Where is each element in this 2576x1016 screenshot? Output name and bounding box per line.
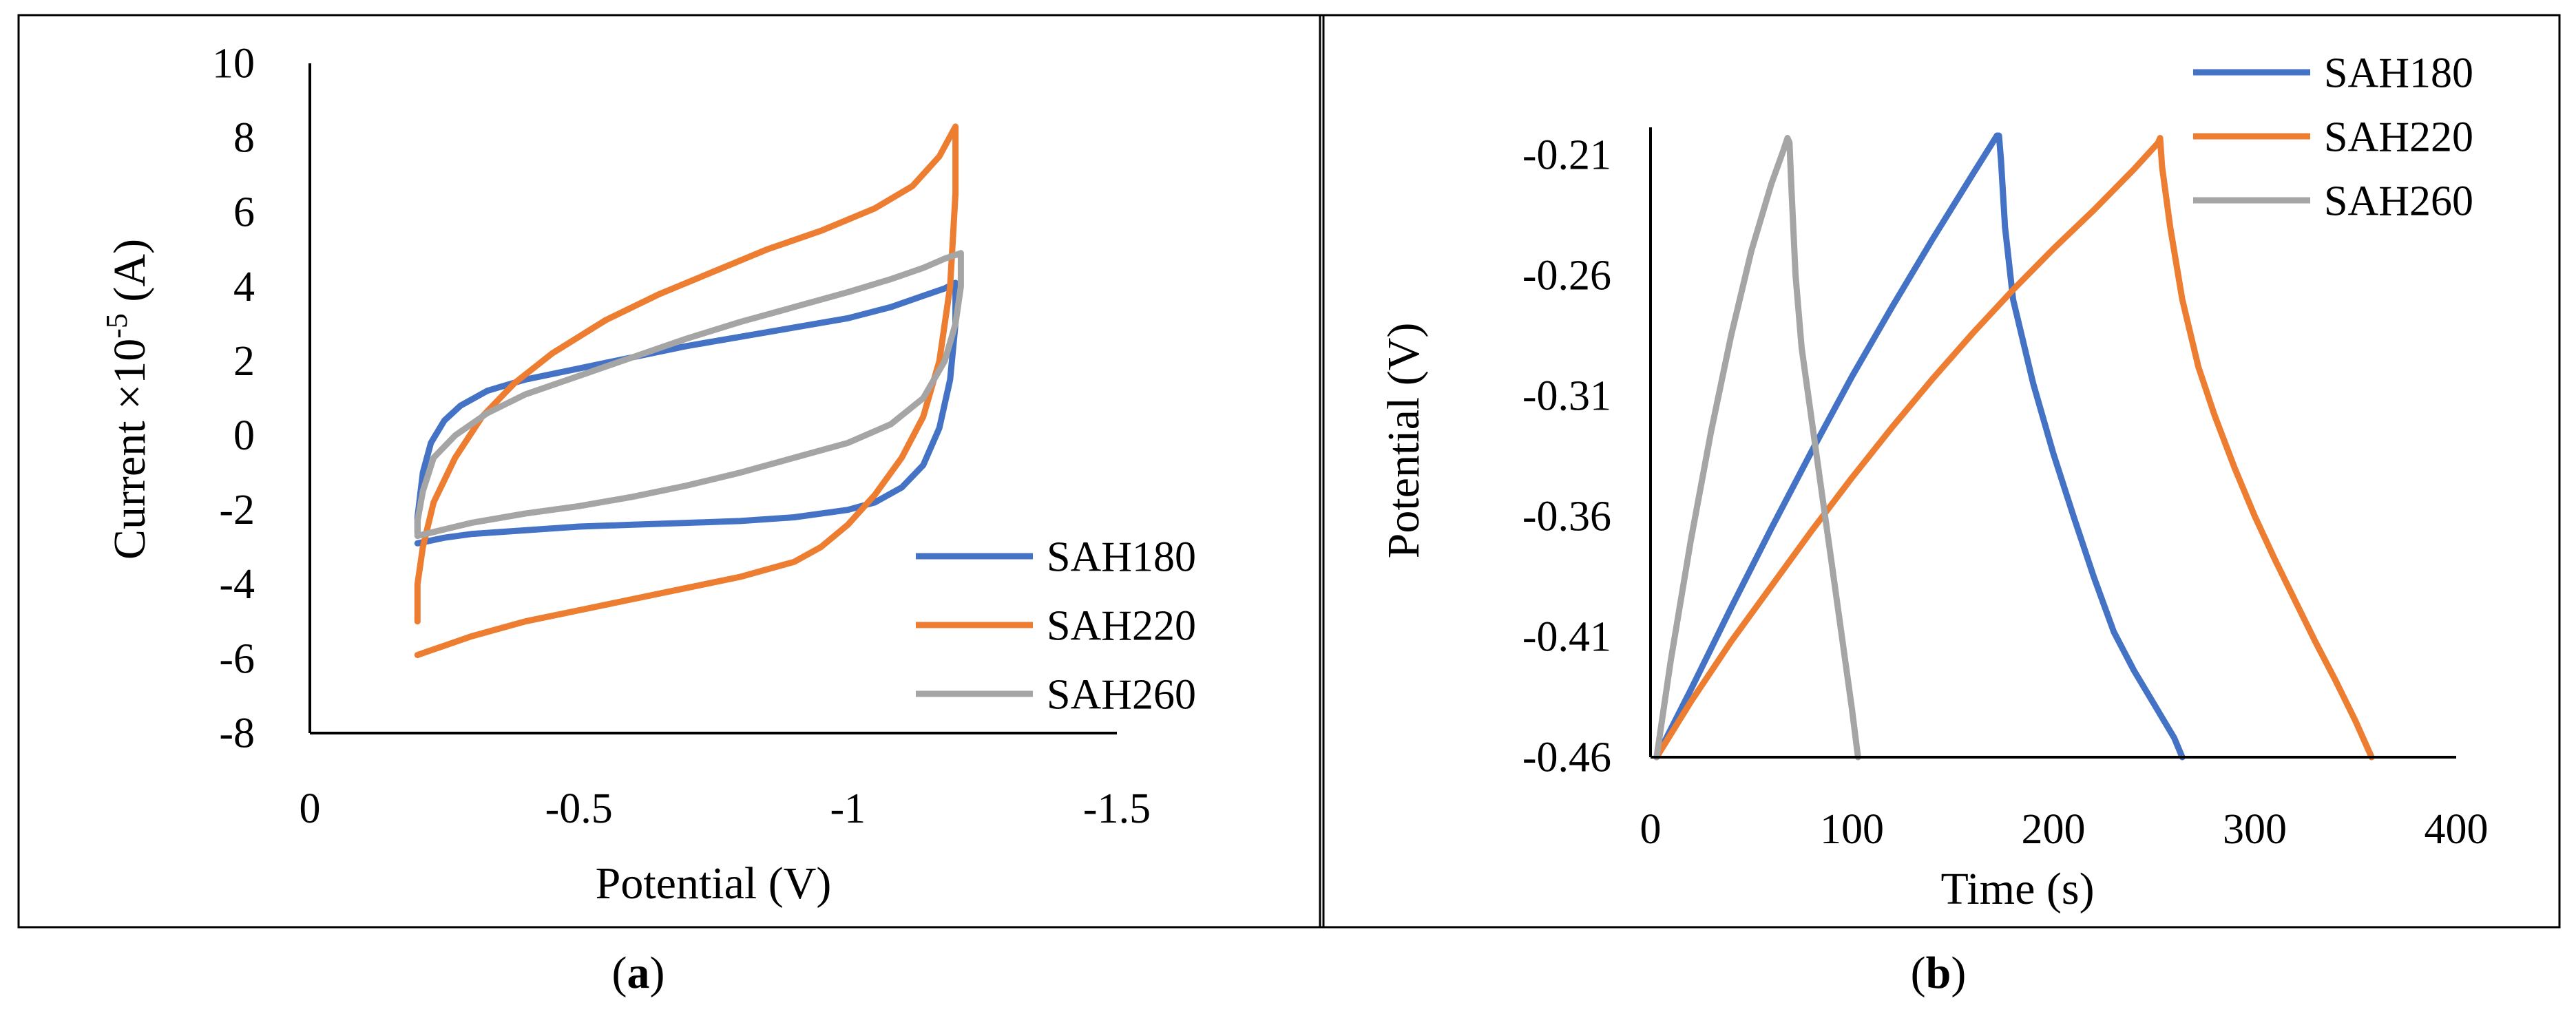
panel-b-legend: SAH180 SAH220 SAH260 <box>2193 50 2473 225</box>
panel-b-x-tick-label: 100 <box>1820 806 1884 853</box>
panel-a-y-tick-label: -2 <box>219 487 255 533</box>
panel-a-axes <box>308 63 1117 734</box>
panel-a-x-axis-title: Potential (V) <box>596 858 832 909</box>
panel-b-y-tick-label: -0.41 <box>1522 613 1611 660</box>
panel-a-series-line-sah220 <box>414 123 959 658</box>
panel-a-legend-label-sah180: SAH180 <box>1047 534 1196 581</box>
panel-a-x-tick-label: -1 <box>830 785 866 832</box>
panel-b-x-tick-label: 300 <box>2223 806 2287 853</box>
panel-a-y-tick-label: 2 <box>233 338 255 385</box>
panel-a-legend: SAH180 SAH220 SAH260 <box>916 534 1196 719</box>
panel-b-y-axis-title: Potential (V) <box>1379 323 1429 559</box>
panel-a-y-axis-title-suffix: (A) <box>105 239 155 313</box>
panel-b-x-tick-label: 200 <box>2022 806 2086 853</box>
panel-a-cv-chart: -8 -6 -4 -2 0 2 4 6 8 10 0 -0.5 -1 -1.5 Potential (V… <box>17 14 1325 998</box>
panel-b-series-line-sah260 <box>1653 135 1861 761</box>
panel-b-x-tick-label: 0 <box>1640 806 1662 853</box>
panel-b-legend-label-sah180: SAH180 <box>2324 50 2473 97</box>
panel-b-y-tick-label: -0.31 <box>1522 372 1611 419</box>
panel-b-y-tick-label: -0.36 <box>1522 493 1611 540</box>
panel-b-series-line-sah180 <box>1653 132 2186 761</box>
panel-a-x-tick-labels: 0 -0.5 -1 -1.5 <box>300 785 1151 832</box>
panel-a-legend-label-sah220: SAH220 <box>1047 603 1196 650</box>
panel-b-x-tick-label: 400 <box>2425 806 2489 853</box>
panel-b-frame <box>1319 14 2561 929</box>
panel-b-legend-label-sah260: SAH260 <box>2324 178 2473 225</box>
panel-a-y-tick-label: -8 <box>219 710 255 756</box>
panel-a-plot-area <box>414 123 964 658</box>
panel-a-series-line-sah260 <box>414 250 964 539</box>
panel-a-y-axis-title-exponent: -5 <box>100 313 134 339</box>
panel-b-series-line-sah220 <box>1653 135 2375 761</box>
panel-a-y-tick-label: 4 <box>233 264 255 310</box>
panel-b-x-tick-labels: 0 100 200 300 400 <box>1640 806 2489 853</box>
panel-a-caption: (a) <box>612 948 665 998</box>
panel-a-y-tick-label: 8 <box>233 115 255 162</box>
panel-b-y-tick-labels: -0.46 -0.41 -0.36 -0.31 -0.26 -0.21 <box>1522 131 1611 781</box>
panel-a-y-axis-title: Current ×10-5 (A) <box>100 239 155 560</box>
panel-b-caption: (b) <box>1911 948 1967 998</box>
panel-b-caption-letter: b <box>1926 948 1951 998</box>
panel-a-legend-label-sah260: SAH260 <box>1047 672 1196 719</box>
panel-a-y-tick-label: -6 <box>219 635 255 682</box>
panel-a-y-axis-title-prefix: Current ×10 <box>105 339 155 560</box>
panel-b-y-tick-label: -0.46 <box>1522 734 1611 781</box>
panel-b-axes <box>1649 127 2456 759</box>
panel-a-y-tick-label: 10 <box>212 40 255 87</box>
panel-a-y-tick-label: -4 <box>219 561 255 608</box>
panel-b-gcd-chart: -0.46 -0.41 -0.36 -0.31 -0.26 -0.21 0 100 200 30… <box>1319 14 2561 998</box>
panel-a-x-tick-label: -0.5 <box>545 785 613 832</box>
panel-a-y-tick-label: 6 <box>233 189 255 236</box>
panel-a-y-tick-labels: -8 -6 -4 -2 0 2 4 6 8 10 <box>212 40 255 756</box>
panel-b-plot-area <box>1653 132 2375 761</box>
panel-b-y-tick-label: -0.26 <box>1522 252 1611 299</box>
panel-b-legend-label-sah220: SAH220 <box>2324 114 2473 161</box>
panel-a-y-tick-label: 0 <box>233 412 255 459</box>
panel-b-y-tick-label: -0.21 <box>1522 131 1611 178</box>
panel-a-series-line-sah180 <box>414 279 959 547</box>
panel-a-frame <box>17 14 1325 929</box>
panel-a-x-tick-label: -1.5 <box>1083 785 1151 832</box>
panel-a-caption-letter: a <box>627 948 650 998</box>
panel-a-x-tick-label: 0 <box>300 785 321 832</box>
panel-b-x-axis-title: Time (s) <box>1940 864 2094 914</box>
